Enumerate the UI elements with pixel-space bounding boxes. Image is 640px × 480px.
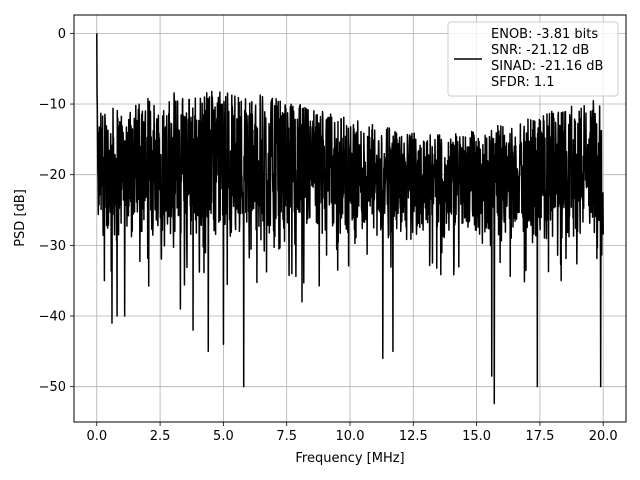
y-tick-label: −40	[39, 310, 66, 325]
y-tick-label: −10	[39, 98, 66, 113]
x-tick-label: 10.0	[336, 429, 365, 444]
plot-area	[96, 33, 604, 405]
x-tick-label: 15.0	[462, 429, 491, 444]
y-tick-label: 0	[58, 27, 66, 42]
y-axis-ticks: 0 −10 −20 −30 −40 −50	[39, 27, 74, 395]
x-tick-label: 2.5	[150, 429, 171, 444]
legend-line-1: ENOB: -3.81 bits	[491, 27, 598, 42]
legend-box	[447, 21, 619, 97]
x-tick-label: 0.0	[86, 429, 107, 444]
psd-series-line	[96, 33, 604, 405]
x-tick-label: 20.0	[589, 429, 618, 444]
legend-line-3: SINAD: -21.16 dB	[491, 59, 603, 74]
x-tick-label: 17.5	[525, 429, 554, 444]
x-axis-label: Frequency [MHz]	[295, 451, 404, 466]
legend: ENOB: -3.81 bits SNR: -21.12 dB SINAD: -…	[447, 21, 619, 97]
x-tick-label: 12.5	[399, 429, 428, 444]
y-tick-label: −30	[39, 239, 66, 254]
x-tick-label: 7.5	[276, 429, 297, 444]
x-axis-ticks: 0.0 2.5 5.0 7.5 10.0 12.5 15.0 17.5 20.0	[86, 422, 618, 444]
legend-line-4: SFDR: 1.1	[491, 75, 555, 90]
y-tick-label: −20	[39, 168, 66, 183]
legend-line-2: SNR: -21.12 dB	[491, 43, 589, 58]
x-tick-label: 5.0	[213, 429, 234, 444]
y-axis-label: PSD [dB]	[13, 189, 28, 247]
y-tick-label: −50	[39, 380, 66, 395]
